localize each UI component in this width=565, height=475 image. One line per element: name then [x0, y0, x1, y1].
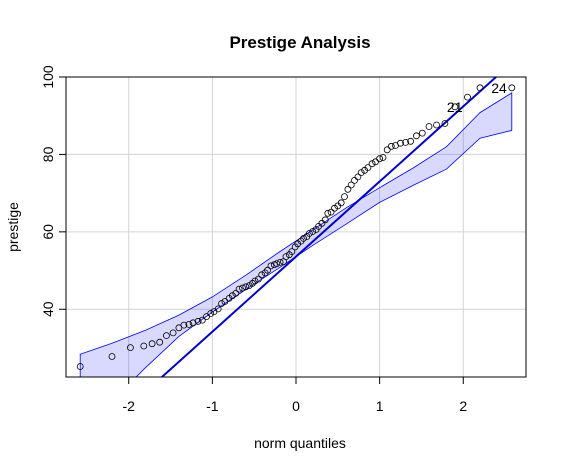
point-label: 24	[491, 80, 507, 96]
y-tick-label: 60	[40, 224, 56, 240]
data-point	[300, 234, 307, 242]
y-tick-label: 80	[40, 146, 56, 162]
data-point	[318, 219, 326, 227]
data-point	[433, 121, 440, 129]
data-point	[254, 275, 262, 283]
data-point	[148, 340, 156, 348]
data-point	[273, 260, 281, 268]
data-point	[185, 320, 193, 328]
data-points	[76, 84, 516, 370]
data-point	[251, 277, 259, 285]
data-point	[451, 103, 459, 111]
data-point	[425, 123, 433, 130]
data-point	[194, 317, 202, 325]
data-point	[249, 279, 256, 287]
y-axis-label: prestige	[5, 202, 21, 252]
data-point	[344, 185, 352, 193]
data-point	[376, 155, 384, 163]
data-point	[239, 284, 246, 292]
data-point	[327, 208, 335, 216]
data-point	[242, 283, 250, 291]
data-point	[264, 266, 272, 274]
data-point	[347, 181, 355, 189]
data-point	[207, 310, 215, 317]
data-point	[357, 169, 365, 177]
data-point	[321, 216, 329, 224]
data-point	[305, 229, 313, 237]
data-point	[407, 137, 415, 145]
reference-line	[160, 77, 498, 377]
data-point	[354, 173, 362, 181]
data-point	[156, 338, 164, 346]
data-point	[309, 228, 317, 235]
data-point	[214, 305, 222, 313]
point-labels: 21 24	[447, 80, 507, 115]
data-point	[379, 154, 387, 161]
data-point	[418, 129, 426, 137]
x-axis-label: norm quantiles	[254, 435, 346, 451]
data-point	[198, 316, 206, 324]
reference-line-path	[160, 77, 498, 377]
point-label: 21	[447, 99, 463, 115]
data-point	[180, 321, 188, 329]
x-axis: -2 -1 0 1 2	[123, 376, 467, 414]
data-point	[218, 300, 226, 307]
x-tick-label: 1	[376, 398, 384, 414]
data-point	[412, 132, 420, 140]
data-point	[108, 353, 116, 360]
data-point	[351, 176, 358, 184]
x-tick-label: -2	[123, 398, 136, 414]
data-point	[341, 193, 348, 201]
x-tick-label: 2	[459, 398, 467, 414]
data-point	[235, 285, 243, 293]
data-point	[228, 292, 236, 300]
data-point	[397, 139, 404, 147]
data-point	[76, 363, 84, 370]
chart-title: Prestige Analysis	[229, 33, 370, 52]
data-point	[383, 146, 391, 154]
data-point	[387, 142, 395, 150]
data-point	[126, 344, 134, 352]
data-point	[267, 262, 275, 270]
data-point	[464, 93, 471, 101]
data-point	[441, 120, 449, 127]
data-point	[508, 84, 516, 92]
data-point	[162, 332, 170, 340]
data-point	[368, 160, 376, 168]
data-point	[140, 342, 148, 350]
data-point	[364, 164, 372, 172]
data-point	[324, 209, 332, 217]
y-axis: 40 60 80 100	[40, 65, 67, 317]
data-point	[189, 319, 197, 327]
data-point	[258, 271, 266, 279]
data-point	[476, 84, 484, 92]
data-point	[276, 258, 284, 266]
data-point	[402, 138, 410, 146]
data-point	[288, 248, 296, 256]
y-tick-label: 40	[40, 301, 56, 317]
x-tick-label: 0	[292, 398, 300, 414]
data-point	[232, 289, 240, 297]
data-point	[282, 253, 290, 261]
data-point	[337, 199, 345, 207]
y-tick-label: 100	[40, 65, 56, 89]
data-point	[169, 329, 177, 337]
x-tick-label: -1	[206, 398, 219, 414]
